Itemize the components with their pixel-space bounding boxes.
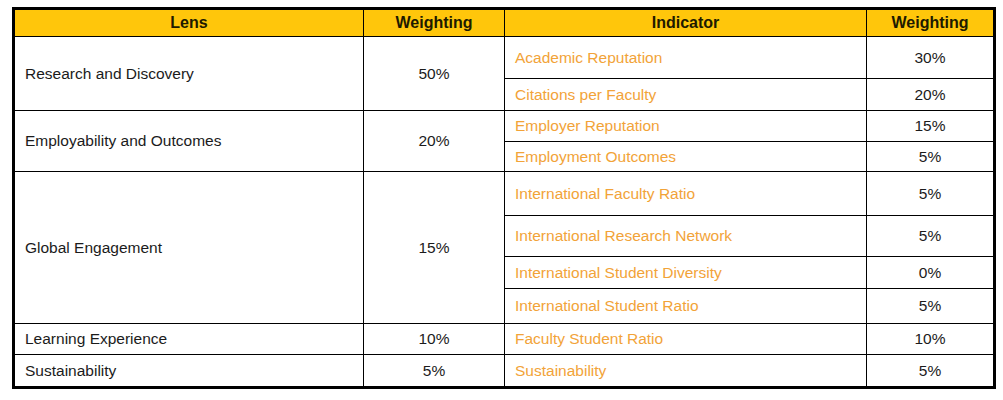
col-header-lens-weighting: Weighting — [364, 9, 505, 37]
indicator-cell: International Faculty Ratio — [505, 172, 867, 216]
indicator-cell: Sustainability — [505, 355, 867, 388]
lens-cell: Learning Experience — [14, 324, 364, 355]
table-row: Research and Discovery50%Academic Reputa… — [14, 37, 995, 79]
lens-cell: Sustainability — [14, 355, 364, 388]
indicator-cell: International Student Ratio — [505, 289, 867, 324]
table-body: Research and Discovery50%Academic Reputa… — [14, 37, 995, 388]
indicator-weighting-cell: 5% — [867, 172, 995, 216]
indicator-cell: Employer Reputation — [505, 111, 867, 142]
table-row: Sustainability5%Sustainability5% — [14, 355, 995, 388]
table-row: Learning Experience10%Faculty Student Ra… — [14, 324, 995, 355]
indicator-weighting-cell: 0% — [867, 257, 995, 289]
indicator-weighting-cell: 5% — [867, 142, 995, 172]
indicator-weighting-cell: 15% — [867, 111, 995, 142]
lens-weighting-cell: 10% — [364, 324, 505, 355]
lens-cell: Employability and Outcomes — [14, 111, 364, 172]
indicator-weighting-cell: 5% — [867, 289, 995, 324]
indicator-weighting-cell: 5% — [867, 355, 995, 388]
col-header-indicator: Indicator — [505, 9, 867, 37]
indicator-cell: Employment Outcomes — [505, 142, 867, 172]
indicator-cell: International Research Network — [505, 216, 867, 257]
indicator-weighting-cell: 10% — [867, 324, 995, 355]
indicator-weighting-cell: 30% — [867, 37, 995, 79]
header-row: Lens Weighting Indicator Weighting — [14, 9, 995, 37]
lens-weighting-cell: 50% — [364, 37, 505, 111]
lens-weighting-cell: 15% — [364, 172, 505, 324]
lens-cell: Research and Discovery — [14, 37, 364, 111]
table-row: Global Engagement15%International Facult… — [14, 172, 995, 216]
lens-cell: Global Engagement — [14, 172, 364, 324]
indicator-weighting-cell: 20% — [867, 79, 995, 111]
lens-indicator-weighting-table: Lens Weighting Indicator Weighting Resea… — [12, 7, 996, 389]
col-header-indicator-weighting: Weighting — [867, 9, 995, 37]
lens-weighting-cell: 20% — [364, 111, 505, 172]
lens-weighting-cell: 5% — [364, 355, 505, 388]
indicator-cell: Citations per Faculty — [505, 79, 867, 111]
indicator-cell: Faculty Student Ratio — [505, 324, 867, 355]
indicator-weighting-cell: 5% — [867, 216, 995, 257]
col-header-lens: Lens — [14, 9, 364, 37]
table-row: Employability and Outcomes20%Employer Re… — [14, 111, 995, 142]
indicator-cell: International Student Diversity — [505, 257, 867, 289]
indicator-cell: Academic Reputation — [505, 37, 867, 79]
weighting-table: Lens Weighting Indicator Weighting Resea… — [12, 7, 996, 389]
